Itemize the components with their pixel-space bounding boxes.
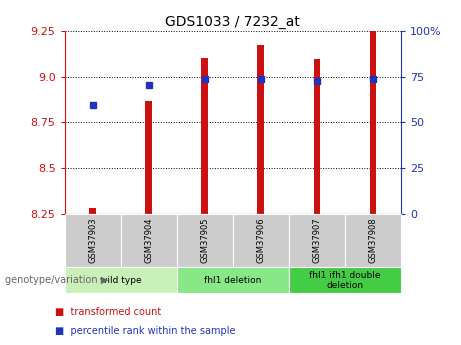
Text: ■  percentile rank within the sample: ■ percentile rank within the sample [55, 326, 236, 336]
Title: GDS1033 / 7232_at: GDS1033 / 7232_at [165, 14, 300, 29]
Text: ■  transformed count: ■ transformed count [55, 307, 161, 317]
Bar [201, 59, 208, 214]
Bar [258, 45, 264, 214]
Bar [313, 59, 320, 214]
Text: GSM37908: GSM37908 [368, 218, 378, 264]
Text: wild type: wild type [100, 276, 142, 285]
Text: GSM37905: GSM37905 [200, 218, 209, 263]
Text: genotype/variation ▶: genotype/variation ▶ [5, 275, 108, 285]
Text: fhl1 deletion: fhl1 deletion [204, 276, 261, 285]
Text: GSM37903: GSM37903 [88, 218, 97, 264]
Bar [145, 101, 152, 214]
Bar [89, 207, 96, 214]
Text: GSM37907: GSM37907 [313, 218, 321, 264]
Text: GSM37904: GSM37904 [144, 218, 153, 263]
Text: fhl1 ifh1 double
deletion: fhl1 ifh1 double deletion [309, 270, 381, 290]
Bar [370, 31, 376, 214]
Text: GSM37906: GSM37906 [256, 218, 266, 264]
